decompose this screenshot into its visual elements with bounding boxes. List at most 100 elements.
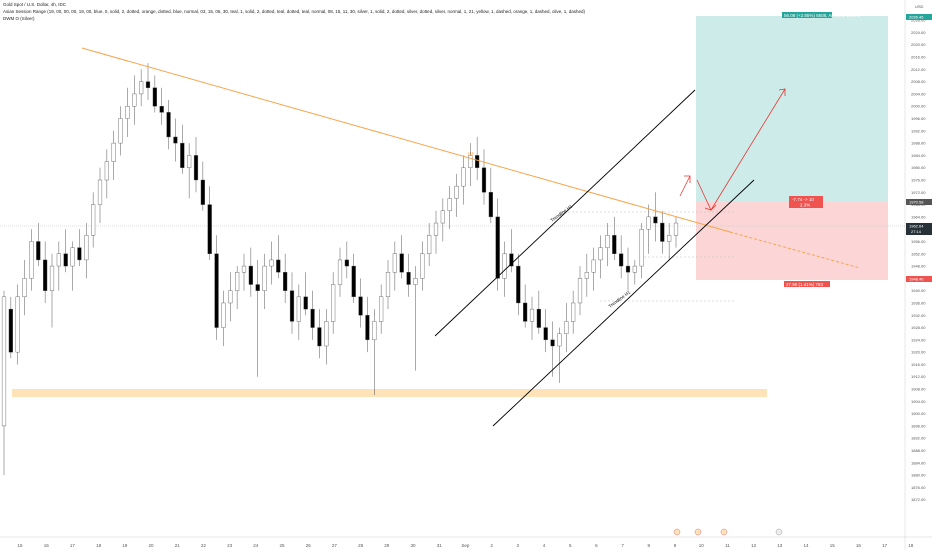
candle-down[interactable] xyxy=(536,308,541,328)
candle-up[interactable] xyxy=(29,241,34,279)
candle-down[interactable] xyxy=(481,167,487,193)
candle-down[interactable] xyxy=(283,272,288,291)
candle-up[interactable] xyxy=(228,290,233,304)
candle-up[interactable] xyxy=(56,253,61,267)
candle-down[interactable] xyxy=(317,327,322,347)
candle-down[interactable] xyxy=(550,339,555,347)
candle-up[interactable] xyxy=(564,321,569,334)
flag-icon[interactable] xyxy=(720,528,728,536)
candle-up[interactable] xyxy=(571,302,576,322)
candle-up[interactable] xyxy=(262,265,267,291)
candle-down[interactable] xyxy=(207,204,212,254)
candle-down[interactable] xyxy=(516,265,521,304)
indicator-asian-session[interactable]: Asian Session Range (19, 00, 00, 00, 19,… xyxy=(3,9,586,14)
flag-icon[interactable] xyxy=(673,528,681,536)
candle-down[interactable] xyxy=(406,272,411,285)
candle-up[interactable] xyxy=(577,278,583,304)
candle-up[interactable] xyxy=(468,155,473,168)
candle-up[interactable] xyxy=(598,247,603,261)
projection-path[interactable] xyxy=(679,175,691,197)
stop-zone[interactable] xyxy=(696,202,888,280)
candle-down[interactable] xyxy=(612,235,617,254)
candle-up[interactable] xyxy=(557,333,562,347)
candle-up[interactable] xyxy=(331,284,336,322)
candle-down[interactable] xyxy=(523,302,528,322)
candle-up[interactable] xyxy=(529,308,535,322)
candle-down[interactable] xyxy=(365,315,370,341)
candle-down[interactable] xyxy=(77,247,82,261)
candle-up[interactable] xyxy=(91,204,96,236)
candle-up[interactable] xyxy=(84,235,89,261)
candle-up[interactable] xyxy=(1,296,7,427)
candle-up[interactable] xyxy=(111,142,116,162)
target-zone[interactable] xyxy=(696,16,888,202)
candle-up[interactable] xyxy=(235,272,240,291)
candle-down[interactable] xyxy=(625,265,631,273)
candle-up[interactable] xyxy=(97,179,103,205)
candle-down[interactable] xyxy=(310,308,315,328)
candle-up[interactable] xyxy=(385,272,391,298)
candle-down[interactable] xyxy=(8,308,13,353)
candle-up[interactable] xyxy=(591,259,596,273)
candle-up[interactable] xyxy=(420,253,425,279)
candle-up[interactable] xyxy=(118,118,123,144)
price-axis[interactable]: 2028.00 2024.00 2020.00 2016.00 2012.00 2008.… xyxy=(911,18,926,503)
candles-group[interactable] xyxy=(1,63,679,476)
event-icons[interactable] xyxy=(673,528,783,536)
channel-lower-line[interactable] xyxy=(492,179,755,427)
candle-down[interactable] xyxy=(344,259,349,267)
candle-down[interactable] xyxy=(351,265,356,298)
candle-up[interactable] xyxy=(502,253,507,279)
candle-up[interactable] xyxy=(632,265,637,273)
candle-up[interactable] xyxy=(49,265,55,291)
candle-up[interactable] xyxy=(15,296,20,353)
candle-up[interactable] xyxy=(22,278,27,298)
candle-up[interactable] xyxy=(269,259,274,267)
time-axis[interactable]: 15 16 17 18 19 20 21 22 23 24 25 26 27 28 29 30 31 Sep 2 3 4… xyxy=(17,543,932,548)
candle-down[interactable] xyxy=(145,81,151,88)
candle-down[interactable] xyxy=(276,259,281,273)
candle-up[interactable] xyxy=(639,228,644,267)
candle-down[interactable] xyxy=(543,327,548,341)
candle-down[interactable] xyxy=(159,106,164,113)
candle-down[interactable] xyxy=(358,296,363,316)
candle-up[interactable] xyxy=(132,93,137,107)
candle-up[interactable] xyxy=(454,185,459,199)
candle-up[interactable] xyxy=(440,210,445,224)
candle-up[interactable] xyxy=(667,235,672,242)
candle-down[interactable] xyxy=(653,216,658,224)
candle-up[interactable] xyxy=(187,155,192,168)
candle-up[interactable] xyxy=(392,253,397,273)
candle-up[interactable] xyxy=(433,222,439,236)
candle-down[interactable] xyxy=(303,296,308,310)
candle-up[interactable] xyxy=(70,247,75,267)
candle-down[interactable] xyxy=(660,222,665,242)
candle-down[interactable] xyxy=(200,179,205,205)
flag-icon[interactable] xyxy=(775,528,783,536)
candle-down[interactable] xyxy=(255,284,260,291)
candle-down[interactable] xyxy=(214,253,219,328)
candle-down[interactable] xyxy=(289,290,295,322)
candle-up[interactable] xyxy=(427,235,432,254)
candle-up[interactable] xyxy=(584,272,589,279)
candle-down[interactable] xyxy=(43,259,48,291)
candle-down[interactable] xyxy=(399,253,404,273)
candle-down[interactable] xyxy=(63,253,68,267)
candle-down[interactable] xyxy=(180,142,185,168)
candle-up[interactable] xyxy=(125,106,130,119)
descending-trendline[interactable] xyxy=(81,47,731,233)
candle-up[interactable] xyxy=(324,321,329,347)
candle-down[interactable] xyxy=(488,192,493,218)
flag-icon[interactable] xyxy=(694,528,702,536)
candle-up[interactable] xyxy=(372,321,377,341)
candle-up[interactable] xyxy=(139,81,144,95)
candle-down[interactable] xyxy=(248,265,253,285)
candle-up[interactable] xyxy=(461,167,466,187)
candle-up[interactable] xyxy=(221,302,226,328)
indicator-dwm[interactable]: DWM O (Silver) xyxy=(3,16,35,21)
candle-down[interactable] xyxy=(619,253,624,267)
candle-up[interactable] xyxy=(379,296,384,322)
candle-up[interactable] xyxy=(104,161,109,181)
candle-up[interactable] xyxy=(605,235,610,248)
